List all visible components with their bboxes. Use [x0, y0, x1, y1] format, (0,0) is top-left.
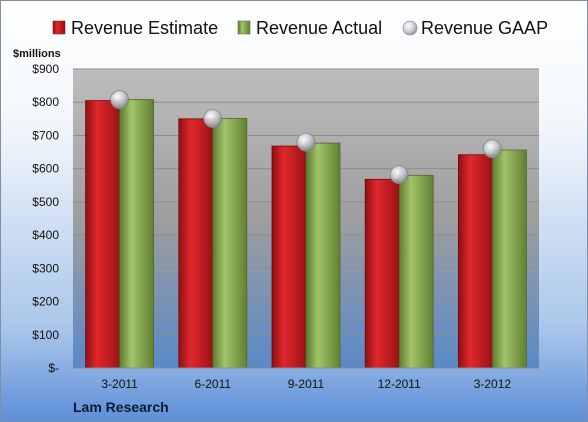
legend-item-revenue-gaap: Revenue GAAP	[402, 18, 548, 38]
marker-revenue-gaap	[482, 139, 502, 159]
legend-item-revenue-actual: Revenue Actual	[237, 18, 382, 38]
legend-item-revenue-estimate: Revenue Estimate	[52, 18, 218, 38]
y-tick-label: $100	[32, 328, 59, 342]
marker-revenue-gaap	[110, 90, 129, 109]
y-tick-label: $200	[32, 295, 59, 309]
legend-label-revenue-actual: Revenue Actual	[256, 18, 382, 38]
bar-revenue-actual	[398, 174, 434, 369]
x-tick-label: 6-2011	[195, 377, 232, 391]
y-tick-label: $700	[32, 128, 59, 142]
bar-revenue-actual	[305, 142, 341, 369]
bar-revenue-actual	[491, 149, 527, 369]
y-tick-label: $300	[32, 261, 59, 275]
bar-revenue-estimate	[271, 145, 307, 369]
unit-label: $millions	[13, 48, 61, 60]
x-tick-label: 3-2011	[101, 377, 138, 391]
x-tick-label: 3-2012	[474, 377, 512, 391]
y-tick-label: $500	[32, 195, 59, 209]
y-axis-ticks: $- $100 $200 $300 $400 $500 $600 $700 $800 $900	[32, 62, 59, 375]
bar-revenue-actual	[212, 118, 248, 369]
bar-revenue-estimate	[85, 100, 120, 369]
y-tick-label: $800	[32, 95, 59, 109]
legend-label-revenue-estimate: Revenue Estimate	[71, 18, 218, 38]
marker-revenue-gaap	[203, 109, 223, 128]
legend-swatch-revenue-gaap	[402, 20, 418, 36]
bars	[85, 99, 527, 369]
legend: Revenue Estimate Revenue Actual Revenue …	[52, 18, 548, 38]
x-tick-label: 9-2011	[288, 377, 325, 391]
x-axis-ticks: 3-2011 6-2011 9-2011 12-2011 3-2012	[101, 377, 511, 391]
legend-swatch-revenue-estimate	[52, 20, 66, 35]
company-label: Lam Research	[73, 399, 169, 415]
bar-revenue-estimate	[364, 178, 400, 369]
gaap-markers	[110, 90, 502, 185]
y-tick-label: $600	[32, 162, 59, 176]
marker-revenue-gaap	[389, 165, 409, 185]
marker-revenue-gaap	[296, 132, 316, 152]
bar-revenue-estimate	[457, 154, 493, 369]
y-tick-label: $900	[32, 62, 59, 76]
bar-revenue-actual	[119, 99, 154, 369]
y-tick-label: $-	[48, 361, 59, 375]
legend-swatch-revenue-actual	[237, 20, 251, 35]
y-tick-label: $400	[32, 228, 59, 242]
legend-label-revenue-gaap: Revenue GAAP	[421, 18, 548, 38]
x-tick-label: 12-2011	[378, 377, 421, 391]
bar-revenue-estimate	[178, 118, 214, 369]
